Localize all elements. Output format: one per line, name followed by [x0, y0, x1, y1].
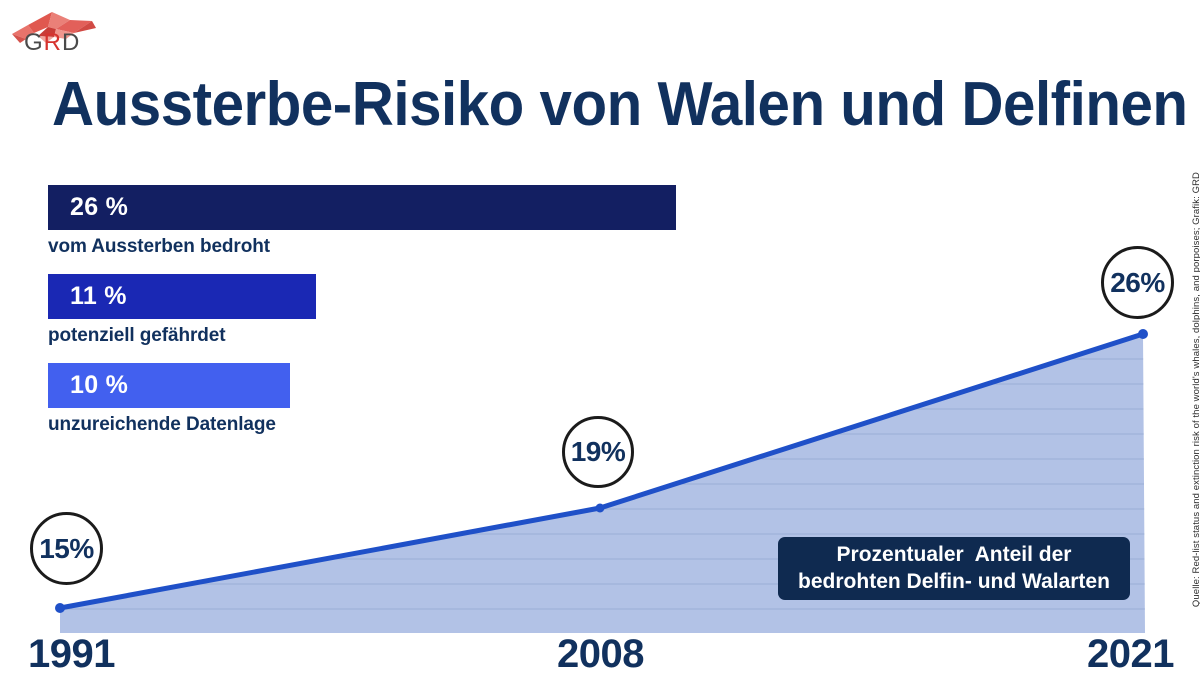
data-label-2021-text: 26%: [1110, 266, 1165, 298]
logo-wordmark: GRD: [24, 31, 80, 55]
legend-bar-threatened: 26 %: [48, 185, 676, 230]
legend-label-potentially-endangered: potenziell gefährdet: [48, 325, 226, 346]
logo-letter-r: R: [43, 29, 63, 56]
data-label-2008: 19%: [562, 416, 634, 488]
data-label-1991-text: 15%: [39, 532, 94, 564]
logo-letter-g: G: [24, 29, 44, 56]
logo-letter-d: D: [62, 29, 81, 56]
chart-caption-line1: Prozentualer Anteil der: [836, 543, 1072, 567]
source-note: Quelle: Red-list status and extinction r…: [1191, 172, 1200, 608]
chart-caption-line2: bedrohten Delfin- und Walarten: [798, 569, 1110, 593]
legend-value-threatened: 26 %: [70, 193, 129, 221]
legend: 26 % vom Aussterben bedroht 11 % potenzi…: [48, 185, 748, 452]
data-point-1991: [55, 603, 65, 613]
legend-label-insufficient-data: unzureichende Datenlage: [48, 414, 276, 435]
data-label-1991: 15%: [30, 512, 103, 585]
data-label-2008-text: 19%: [570, 436, 626, 467]
axis-label-2008: 2008: [557, 632, 644, 676]
legend-row-insufficient-data: 10 % unzureichende Datenlage: [48, 363, 748, 436]
axis-label-2021: 2021: [1087, 632, 1174, 676]
chart-caption-box: Prozentualer Anteil der bedrohten Delfin…: [778, 537, 1130, 600]
legend-row-potentially-endangered: 11 % potenziell gefährdet: [48, 274, 748, 347]
page-title: Aussterbe-Risiko von Walen und Delfinen: [52, 70, 1188, 139]
origami-dolphin-icon: [12, 12, 96, 43]
legend-label-threatened: vom Aussterben bedroht: [48, 236, 270, 257]
axis-label-1991: 1991: [28, 632, 115, 676]
legend-value-potentially-endangered: 11 %: [70, 282, 127, 310]
data-label-2021: 26%: [1101, 246, 1174, 319]
legend-bar-insufficient-data: 10 %: [48, 363, 290, 408]
legend-row-threatened: 26 % vom Aussterben bedroht: [48, 185, 748, 258]
legend-value-insufficient-data: 10 %: [70, 371, 129, 399]
data-point-2008: [595, 503, 605, 513]
data-point-2021: [1138, 329, 1148, 339]
grd-logo: GRD: [8, 6, 100, 62]
legend-bar-potentially-endangered: 11 %: [48, 274, 316, 319]
